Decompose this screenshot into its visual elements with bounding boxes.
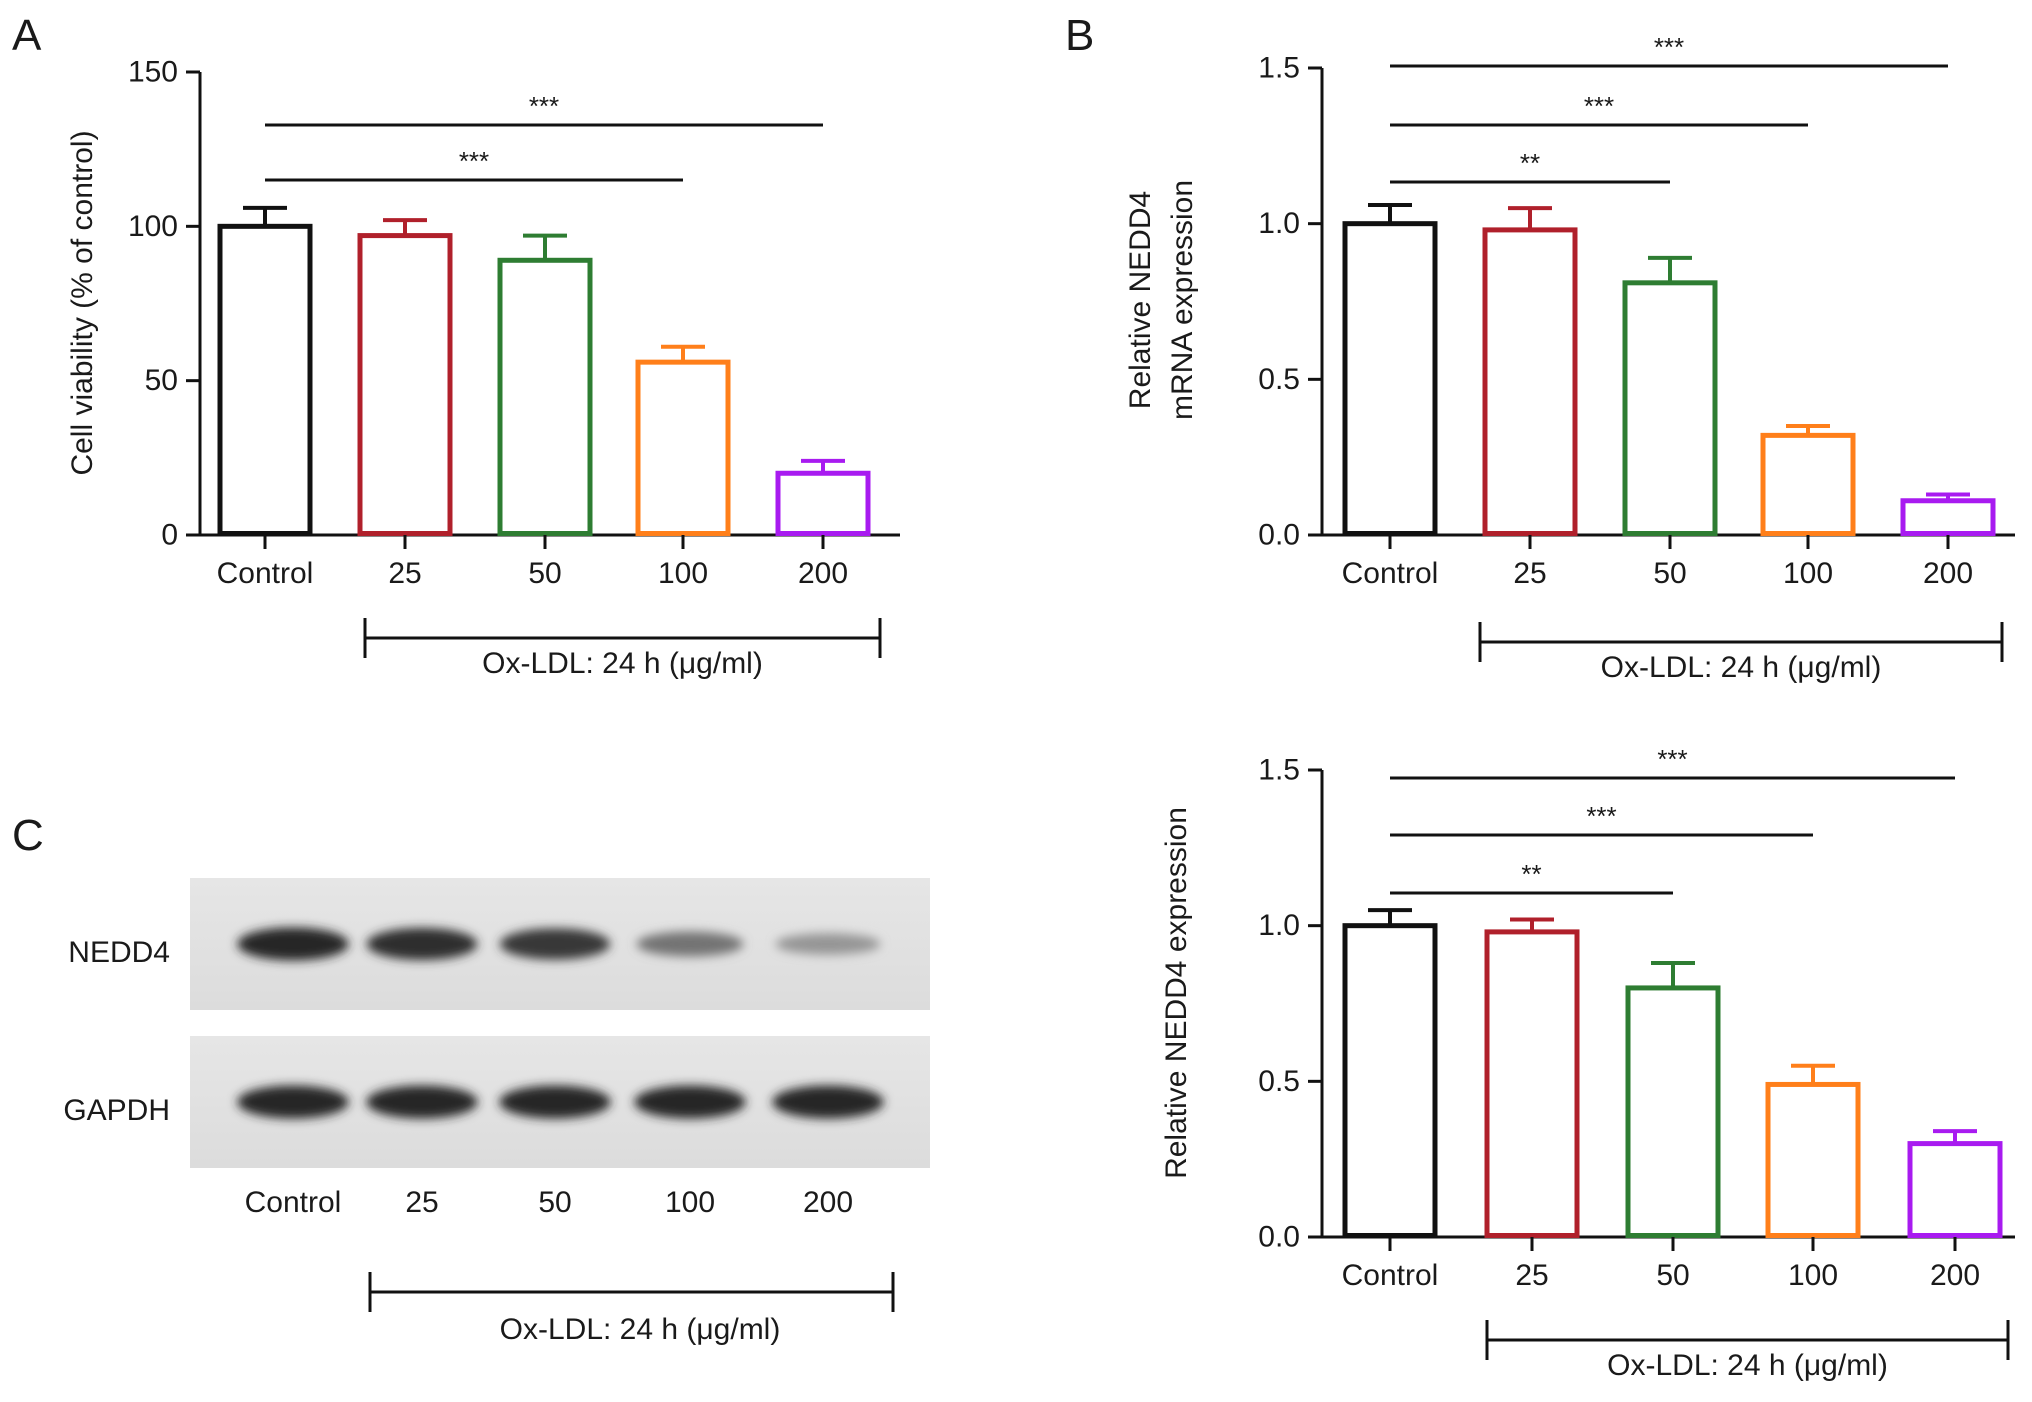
significance-label: *** [1584, 91, 1614, 121]
bar-200 [1907, 1141, 2003, 1238]
blot-group-label: Ox-LDL: 24 h (μg/ml) [500, 1313, 781, 1346]
bar-100 [1765, 1081, 1861, 1238]
band-gapdh-100 [634, 1085, 746, 1119]
significance-label: *** [1654, 32, 1684, 62]
y-axis-label: Relative NEDD4 expression [1160, 807, 1193, 1179]
y-tick-label: 1.5 [1258, 52, 1300, 85]
y-tick-label: 50 [145, 364, 178, 397]
bar-control [1342, 923, 1438, 1239]
blot-lane-label-control: Control [245, 1186, 342, 1219]
band-gapdh-50 [499, 1085, 611, 1119]
significance-label: ** [1521, 859, 1541, 889]
bar-50 [1622, 280, 1718, 536]
blot-lane-label-100: 100 [665, 1186, 715, 1219]
bar-100 [1760, 432, 1856, 536]
y-tick-label: 0.0 [1258, 519, 1300, 552]
y-tick-label: 100 [128, 210, 178, 243]
x-tick-label-50: 50 [1653, 557, 1686, 590]
y-tick-label: 0.0 [1258, 1221, 1300, 1254]
x-tick-label-200: 200 [798, 557, 848, 590]
chart-a-cell-viability: 0 50 100 150 Cell viability (% of control) Co… [66, 56, 900, 680]
band-nedd4-100 [636, 931, 744, 957]
x-tick-label-50: 50 [528, 557, 561, 590]
x-tick-label-25: 25 [388, 557, 421, 590]
blot-lane-label-50: 50 [538, 1186, 571, 1219]
x-tick-label-control: Control [217, 557, 314, 590]
band-gapdh-200 [772, 1085, 884, 1119]
y-axis-label: mRNA expression [1166, 180, 1199, 420]
x-tick-label-100: 100 [1783, 557, 1833, 590]
x-tick-label-200: 200 [1930, 1259, 1980, 1292]
panel-label-a: A [12, 11, 42, 60]
significance-label: *** [459, 146, 489, 176]
x-tick-label-50: 50 [1656, 1259, 1689, 1292]
group-label: Ox-LDL: 24 h (μg/ml) [482, 647, 763, 680]
significance-label: *** [529, 91, 559, 121]
x-tick-label-25: 25 [1513, 557, 1546, 590]
x-tick-label-100: 100 [658, 557, 708, 590]
bar-200 [775, 470, 871, 536]
chart-b-protein-expression: 0.0 0.5 1.0 1.5 Relative NEDD4 expression Con… [1160, 744, 2015, 1382]
band-gapdh-control [237, 1085, 349, 1119]
band-gapdh-25 [366, 1085, 478, 1119]
western-blot-panel: NEDD4 GAPDH Control 25 50 100 200 Ox-LDL: 24… [63, 878, 930, 1346]
group-label: Ox-LDL: 24 h (μg/ml) [1607, 1349, 1888, 1382]
significance-label: *** [1657, 744, 1687, 774]
chart-b-mrna-expression: 0.0 0.5 1.0 1.5 Relative NEDD4 mRNA expressio… [1124, 32, 2015, 684]
bar-50 [497, 257, 593, 536]
bar-50 [1625, 985, 1721, 1239]
blot-row-label-nedd4: NEDD4 [68, 936, 170, 969]
y-tick-label: 0.5 [1258, 363, 1300, 396]
blot-row-label-gapdh: GAPDH [63, 1094, 170, 1127]
bar-100 [635, 359, 731, 536]
y-tick-label: 1.5 [1258, 754, 1300, 787]
band-nedd4-50 [499, 928, 611, 960]
band-nedd4-control [237, 927, 349, 961]
x-tick-label-25: 25 [1515, 1259, 1548, 1292]
blot-lane-label-200: 200 [803, 1186, 853, 1219]
blot-lane-label-25: 25 [405, 1186, 438, 1219]
bar-control [217, 223, 313, 536]
y-axis-label: Cell viability (% of control) [66, 130, 99, 475]
significance-label: ** [1520, 148, 1540, 178]
x-tick-label-200: 200 [1923, 557, 1973, 590]
y-tick-label: 1.0 [1258, 909, 1300, 942]
y-tick-label: 150 [128, 56, 178, 89]
y-tick-label: 1.0 [1258, 207, 1300, 240]
bar-control [1342, 221, 1438, 537]
bar-25 [1484, 929, 1580, 1238]
group-label: Ox-LDL: 24 h (μg/ml) [1601, 651, 1882, 684]
y-tick-label: 0 [161, 519, 178, 552]
panel-label-c: C [12, 811, 44, 860]
significance-label: *** [1586, 801, 1616, 831]
bar-25 [1482, 227, 1578, 536]
bar-25 [357, 233, 453, 537]
x-tick-label-control: Control [1342, 1259, 1439, 1292]
band-nedd4-25 [366, 927, 478, 961]
bar-200 [1900, 498, 1996, 536]
band-nedd4-200 [775, 933, 881, 955]
panel-label-b: B [1065, 11, 1094, 60]
x-tick-label-100: 100 [1788, 1259, 1838, 1292]
y-axis-label: Relative NEDD4 [1124, 191, 1157, 409]
x-tick-label-control: Control [1342, 557, 1439, 590]
y-tick-label: 0.5 [1258, 1065, 1300, 1098]
